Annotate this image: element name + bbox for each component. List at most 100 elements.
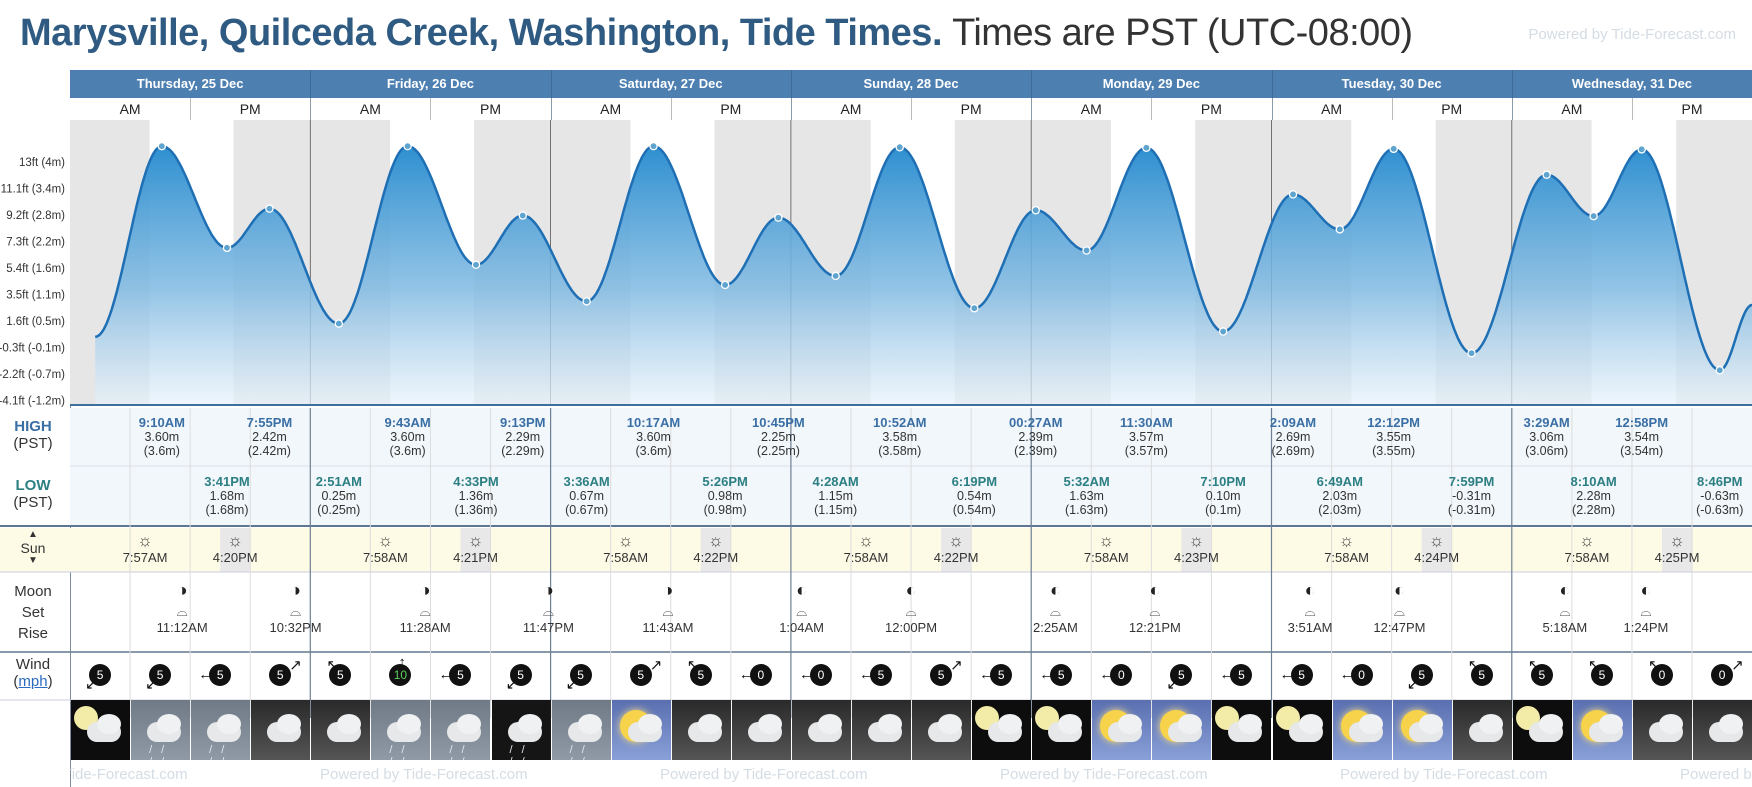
wind-direction-arrow-icon: ↖ [1467,657,1481,674]
low-tide-height-alt: (0.25m) [317,503,361,517]
high-tide-point[interactable] [157,141,167,151]
low-tide-point[interactable] [1335,225,1345,234]
day-divider [790,70,792,98]
high-tide-point[interactable] [265,204,274,213]
high-tide-time: 10:17AM [626,415,681,430]
wind-speed-badge: 5 [870,664,892,686]
high-tide-cell: 00:27AM 2.39m (2.39m) [981,416,1091,459]
sunrise-cell: ☼ 7:58AM [1556,532,1618,566]
powered-by-top[interactable]: Powered by Tide-Forecast.com [1528,26,1736,43]
low-tide-height-alt: (0.98m) [703,503,747,517]
wind-speed-badge: 5 [509,664,532,686]
sunrise-icon: ☼ [1098,531,1115,550]
low-tide-point[interactable] [582,297,591,306]
low-tide-point[interactable] [222,243,232,253]
high-tide-point[interactable] [1288,190,1298,199]
high-tide-height: 2.39m [1018,430,1054,444]
high-tide-point[interactable] [1142,143,1151,153]
low-tide-time: 8:46PM [1696,474,1743,489]
moonrise-icon: ⌓ [905,603,917,619]
wind-unit-link[interactable]: mph [18,673,48,690]
day-header-row: Thursday, 25 Dec Friday, 26 Dec Saturday, … [70,70,1752,98]
low-tide-point[interactable] [1082,246,1091,255]
day-divider [1031,98,1033,120]
sunset-time: 4:22PM [693,550,739,565]
low-tide-point[interactable] [831,271,840,281]
sunrise-icon: ☼ [617,531,634,550]
powered-watermark: Powered by Tide-Forecast.com [1340,766,1548,783]
wind-direction-arrow-icon: ↙ [505,676,519,693]
wind-direction-arrow-icon: ↗ [289,657,302,674]
pm-label: PM [239,101,261,117]
wind-speed-badge: 0 [749,664,772,686]
low-tide-height-alt: (0.67m) [565,503,609,517]
low-tide-height-alt: (0.54m) [952,503,996,517]
low-tide-time: 6:19PM [951,474,998,489]
low-tide-point[interactable] [334,319,344,328]
high-tide-point[interactable] [1542,170,1551,180]
moon-cell: ◐ ⌓ 12:47PM [1364,578,1434,635]
high-tide-point[interactable] [1389,144,1398,154]
high-tide-point[interactable] [649,141,658,151]
low-tide-height-alt: (1.36m) [454,503,498,517]
cloud-puff [1658,714,1683,734]
low-tide-point[interactable] [471,260,481,270]
day-header-0: Thursday, 25 Dec [136,76,244,91]
low-tide-height: 2.28m [1576,489,1611,503]
moon-cell: ◐ ⌓ 1:04AM [767,578,837,635]
moon-label: Moon Set Rise [0,581,66,644]
high-tide-point[interactable] [1031,206,1040,215]
wind-direction-arrow-icon: ← [1219,666,1235,683]
wind-speed-badge: 5 [1470,664,1493,686]
low-tide-height: 0.98m [707,489,743,503]
cloud-puff [1478,714,1503,734]
sunset-time: 4:24PM [1414,550,1460,565]
high-tide-time: 12:12PM [1367,415,1421,430]
low-tide-point[interactable] [1715,365,1725,375]
wind-speed-badge: 5 [1290,664,1313,686]
sunrise-time: 7:58AM [1564,550,1610,565]
day-header-3: Sunday, 28 Dec [863,76,959,91]
moon-phase-icon: ◐ [796,580,808,600]
high-label-text: HIGH [14,418,52,435]
sunrise-time: 7:58AM [362,550,408,565]
moon-time: 12:47PM [1373,620,1426,635]
day-divider [550,70,552,98]
low-tide-height-alt: (1.68m) [205,503,249,517]
high-tide-point[interactable] [1637,145,1646,154]
low-tide-point[interactable] [1589,211,1598,221]
moon-set-label: Set [21,604,45,621]
low-tide-point[interactable] [970,303,979,313]
low-tide-height-alt: (2.03m) [1318,503,1362,517]
y-tick-label: -0.3ft (-0.1m) [0,342,65,354]
high-tide-time: 2:09AM [1269,415,1317,430]
high-tide-cell: 12:58PM 3.54m (3.54m) [1587,416,1697,459]
ampm-divider [190,98,192,120]
low-tide-point[interactable] [720,280,730,290]
high-tide-point[interactable] [774,213,783,222]
cloud-puff [1178,714,1203,734]
cloud-puff [457,714,482,734]
low-tide-cell: 3:36AM 0.67m (0.67m) [532,475,642,518]
tide-line [94,144,1752,372]
weather-cloudy-icon [1632,700,1692,760]
sunset-cell-bg [941,528,972,572]
high-tide-point[interactable] [518,211,528,220]
high-tide-point[interactable] [403,141,412,151]
low-tide-cell: 4:28AM 1.15m (1.15m) [781,475,891,518]
low-tide-point[interactable] [1218,327,1228,336]
moon-time: 11:43AM [642,620,694,635]
wind-speed-badge: 0 [809,664,832,686]
powered-watermark: Powered by Tide-Forecast.com [70,766,188,783]
sunset-cell: ☼ 4:23PM [1165,532,1227,566]
tide-area [95,146,1752,405]
wind-direction-arrow-icon: ↖ [1587,657,1601,674]
moon-phase-icon: ◑ [176,580,188,600]
wind-direction-arrow-icon: ← [738,666,754,683]
am-label: AM [600,101,622,117]
high-tide-point[interactable] [895,142,904,152]
low-tide-point[interactable] [1467,348,1476,358]
wind-speed-badge: 5 [1230,664,1253,686]
y-tick-label: -4.1ft (-1.2m) [0,395,65,407]
wind-speed-badge: 5 [329,664,352,686]
